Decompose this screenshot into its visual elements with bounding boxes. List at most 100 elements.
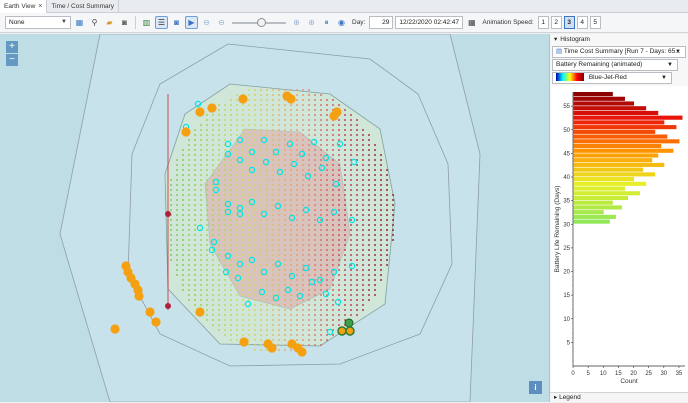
- well-marker[interactable]: [208, 246, 216, 254]
- asset-marker[interactable]: [267, 343, 277, 353]
- map-canvas[interactable]: [0, 34, 549, 402]
- info-button[interactable]: i: [529, 381, 542, 394]
- well-marker[interactable]: [348, 216, 356, 224]
- asset-marker[interactable]: [195, 307, 205, 317]
- well-marker[interactable]: [322, 154, 330, 162]
- time-slider[interactable]: [232, 17, 286, 28]
- selected-well[interactable]: [345, 326, 355, 336]
- calendar-button[interactable]: ▦: [465, 16, 478, 29]
- well-marker[interactable]: [310, 138, 318, 146]
- well-marker[interactable]: [304, 172, 312, 180]
- well-marker[interactable]: [224, 140, 232, 148]
- step-forward-button[interactable]: ⊕: [305, 16, 318, 29]
- well-marker[interactable]: [262, 158, 270, 166]
- well-marker[interactable]: [322, 290, 330, 298]
- well-marker[interactable]: [284, 286, 292, 294]
- well-marker[interactable]: [244, 300, 252, 308]
- well-marker[interactable]: [276, 168, 284, 176]
- slider-thumb[interactable]: [256, 17, 266, 27]
- asset-marker[interactable]: [329, 111, 339, 121]
- asset-marker[interactable]: [286, 94, 296, 104]
- asset-marker[interactable]: [151, 317, 161, 327]
- speed-button-5[interactable]: 5: [589, 16, 601, 29]
- well-marker[interactable]: [296, 292, 304, 300]
- well-marker[interactable]: [334, 298, 342, 306]
- well-marker[interactable]: [224, 200, 232, 208]
- well-marker[interactable]: [316, 216, 324, 224]
- asset-marker[interactable]: [207, 103, 217, 113]
- layer-select[interactable]: None ▼: [5, 16, 71, 29]
- asset-marker[interactable]: [297, 347, 307, 357]
- asset-marker[interactable]: [239, 337, 249, 347]
- well-marker[interactable]: [274, 260, 282, 268]
- asset-marker[interactable]: [110, 324, 120, 334]
- trajectory-node[interactable]: [165, 303, 171, 309]
- tab-earth-view[interactable]: Earth View ×: [0, 0, 48, 13]
- well-marker[interactable]: [260, 136, 268, 144]
- well-marker[interactable]: [236, 136, 244, 144]
- well-marker[interactable]: [272, 294, 280, 302]
- asset-marker[interactable]: [181, 127, 191, 137]
- well-marker[interactable]: [236, 204, 244, 212]
- legend-section-header[interactable]: ▸ Legend: [550, 392, 688, 402]
- well-marker[interactable]: [224, 208, 232, 216]
- asset-marker[interactable]: [134, 291, 144, 301]
- well-marker[interactable]: [336, 140, 344, 148]
- well-marker[interactable]: [272, 148, 280, 156]
- well-marker[interactable]: [330, 208, 338, 216]
- well-marker[interactable]: [290, 160, 298, 168]
- well-marker[interactable]: [286, 140, 294, 148]
- step-back-button[interactable]: ⊕: [290, 16, 303, 29]
- list-button[interactable]: ☰: [155, 16, 168, 29]
- selected-well[interactable]: [337, 326, 347, 336]
- close-icon[interactable]: ×: [38, 2, 43, 10]
- zoom-out-time-button[interactable]: ⊖: [200, 16, 213, 29]
- well-marker[interactable]: [258, 288, 266, 296]
- earth-view-map[interactable]: + − i: [0, 34, 549, 402]
- zoom-out-button[interactable]: −: [6, 54, 18, 66]
- loop-button[interactable]: ◉: [335, 16, 348, 29]
- well-marker[interactable]: [224, 150, 232, 158]
- well-marker[interactable]: [308, 278, 316, 286]
- zoom-in-time-button[interactable]: ⊖: [215, 16, 228, 29]
- well-marker[interactable]: [196, 224, 204, 232]
- well-marker[interactable]: [248, 148, 256, 156]
- asset-marker[interactable]: [195, 107, 205, 117]
- speed-button-2[interactable]: 2: [550, 16, 562, 29]
- well-marker[interactable]: [326, 328, 334, 336]
- selected-well[interactable]: [344, 318, 354, 328]
- tab-time-cost-summary[interactable]: Time / Cost Summary: [47, 0, 120, 13]
- trajectory-node[interactable]: [165, 211, 171, 217]
- well-marker[interactable]: [194, 100, 202, 108]
- speed-button-4[interactable]: 4: [576, 16, 588, 29]
- well-marker[interactable]: [234, 274, 242, 282]
- histogram-section-header[interactable]: ▾ Histogram: [550, 34, 688, 45]
- colormap-select[interactable]: Blue-Jet-Red ▼: [552, 72, 672, 84]
- well-marker[interactable]: [260, 268, 268, 276]
- asset-marker[interactable]: [238, 94, 248, 104]
- add-layer-button[interactable]: ▦: [73, 16, 86, 29]
- speed-button-1[interactable]: 1: [537, 16, 549, 29]
- well-marker[interactable]: [260, 210, 268, 218]
- day-input[interactable]: 29: [369, 16, 394, 29]
- speed-button-3[interactable]: 3: [563, 16, 575, 29]
- zoom-in-button[interactable]: +: [6, 41, 18, 53]
- well-marker[interactable]: [318, 164, 326, 172]
- well-marker[interactable]: [298, 150, 306, 158]
- well-marker[interactable]: [248, 198, 256, 206]
- well-marker[interactable]: [316, 276, 324, 284]
- property-select[interactable]: Battery Remaining (animated) ▼: [552, 59, 678, 71]
- well-marker[interactable]: [236, 210, 244, 218]
- well-marker[interactable]: [330, 268, 338, 276]
- well-marker[interactable]: [350, 158, 358, 166]
- well-marker[interactable]: [222, 268, 230, 276]
- source-select[interactable]: ▤ Time Cost Summary [Run 7 - Days: 65...…: [552, 46, 686, 58]
- well-marker[interactable]: [348, 262, 356, 270]
- stop-button[interactable]: ◙: [170, 16, 183, 29]
- well-marker[interactable]: [236, 156, 244, 164]
- search-button[interactable]: ⚲: [88, 16, 101, 29]
- well-marker[interactable]: [248, 166, 256, 174]
- well-marker[interactable]: [332, 180, 340, 188]
- pause-button[interactable]: ⏸: [320, 16, 333, 29]
- well-marker[interactable]: [302, 206, 310, 214]
